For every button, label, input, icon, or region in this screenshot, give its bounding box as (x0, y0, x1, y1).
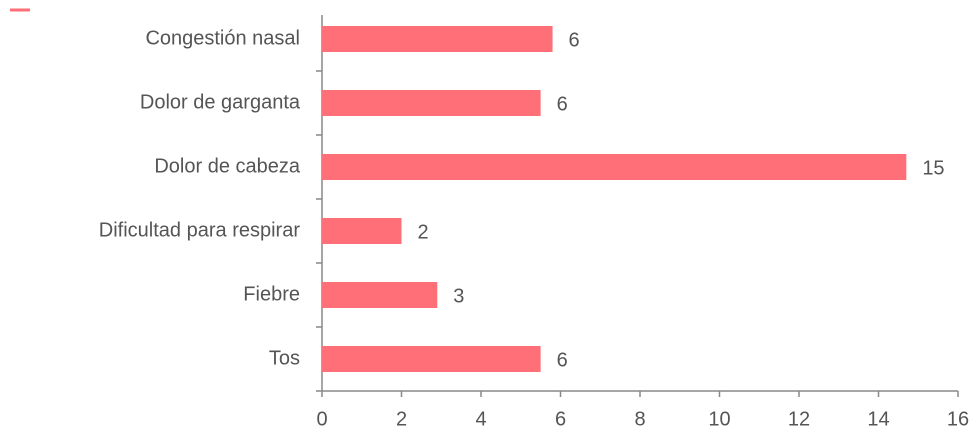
y-tick-label: Dificultad para respirar (99, 219, 301, 241)
y-tick-label: Fiebre (243, 283, 300, 305)
bar (322, 282, 438, 308)
bar (322, 90, 541, 116)
x-tick-label: 4 (475, 408, 486, 430)
value-label: 15 (922, 157, 944, 179)
value-label: 6 (569, 29, 580, 51)
x-tick-label: 2 (396, 408, 407, 430)
x-tick-label: 0 (316, 408, 327, 430)
y-tick-label: Congestión nasal (145, 27, 300, 49)
value-label: 6 (557, 349, 568, 371)
x-tick-label: 16 (947, 408, 969, 430)
value-label: 6 (557, 93, 568, 115)
bar (322, 346, 541, 372)
bar (322, 218, 402, 244)
x-tick-label: 10 (708, 408, 730, 430)
y-tick-label: Tos (269, 347, 300, 369)
y-tick-label: Dolor de cabeza (154, 155, 301, 177)
x-tick-label: 8 (634, 408, 645, 430)
x-tick-label: 6 (555, 408, 566, 430)
y-tick-label: Dolor de garganta (140, 91, 301, 113)
bar (322, 154, 907, 180)
value-label: 3 (453, 285, 464, 307)
x-tick-label: 14 (867, 408, 889, 430)
value-label: 2 (418, 221, 429, 243)
bar (322, 26, 553, 52)
x-tick-label: 12 (788, 408, 810, 430)
